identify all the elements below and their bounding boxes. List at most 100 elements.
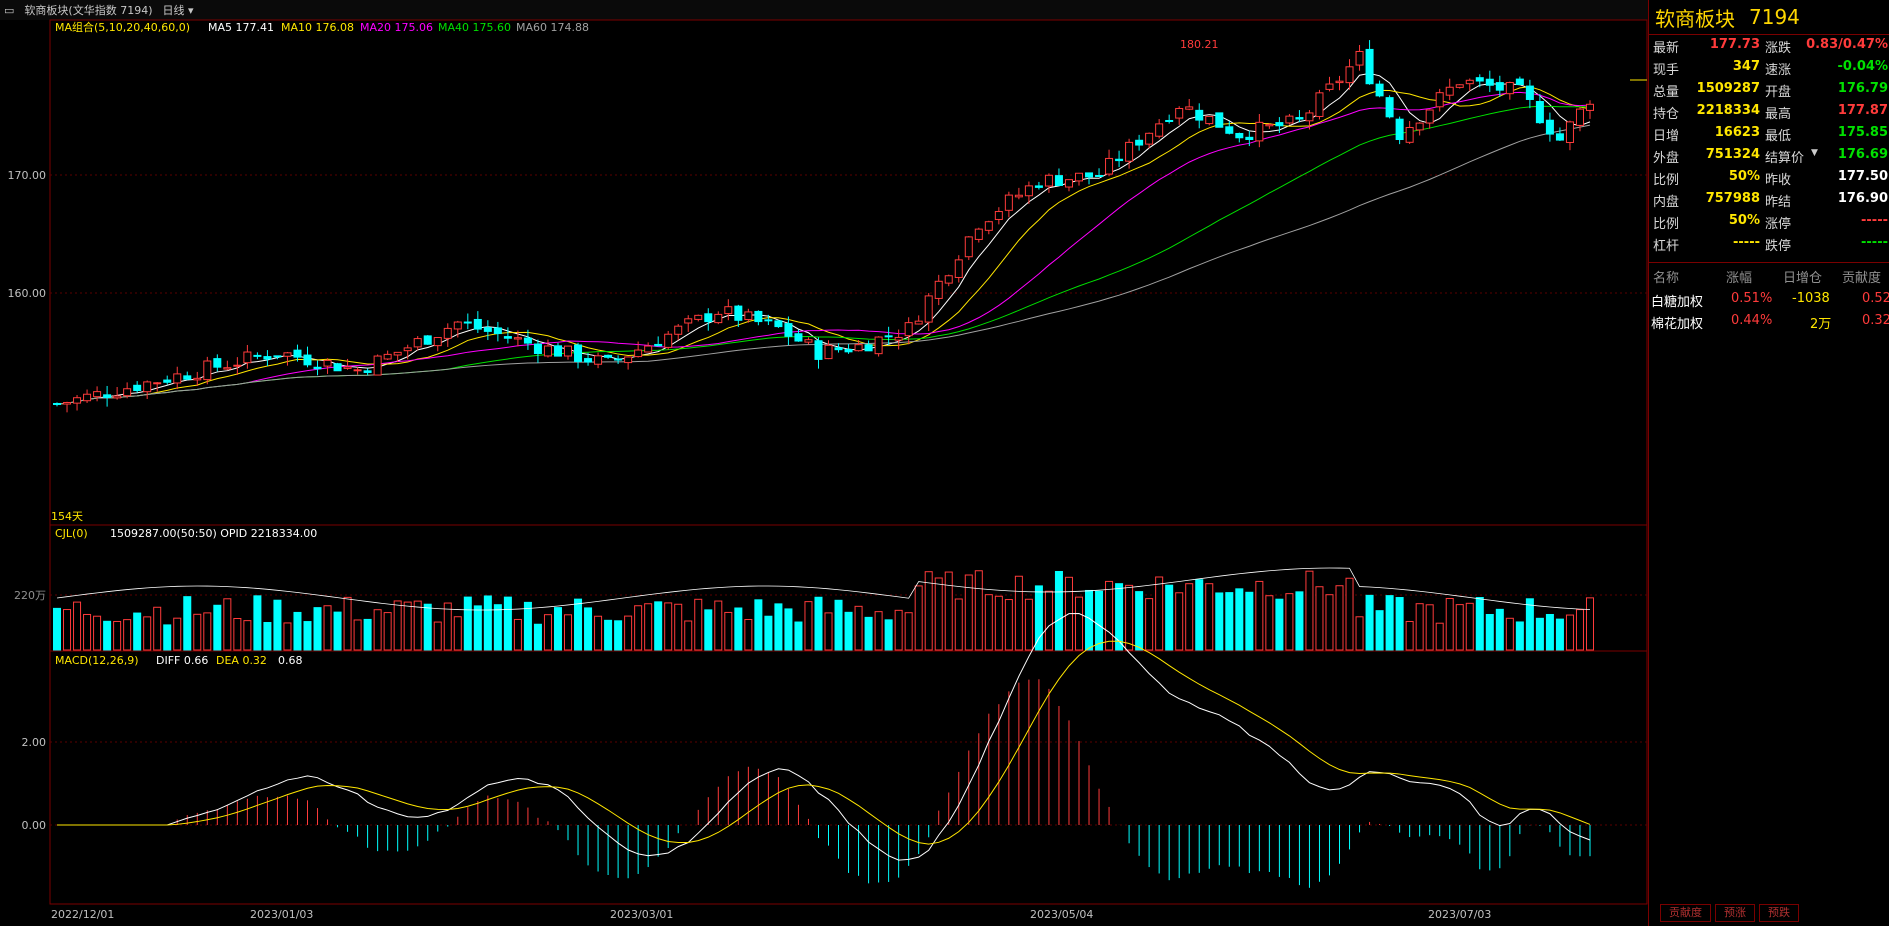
quote-row: 杠杆 ----- 跌停 ----- (1649, 232, 1889, 254)
candle (1535, 93, 1544, 124)
volume-bar (614, 620, 623, 651)
contrib-row[interactable]: 棉花加权 0.44% 2万 0.32 (1649, 309, 1889, 332)
quote-label[interactable]: 结算价 (1765, 151, 1805, 166)
volume-bar (313, 607, 322, 651)
settle-dropdown-icon[interactable]: ▼ (1811, 148, 1818, 158)
volume-bar (93, 615, 102, 651)
contrib-name: 棉花加权 (1651, 317, 1704, 332)
volume-bar (714, 600, 723, 651)
open-interest-line (56, 567, 1591, 611)
candle-body (994, 211, 1003, 220)
volume-bar (1575, 609, 1584, 651)
volume-bars (53, 567, 1594, 651)
volume-bar (1495, 608, 1504, 651)
candle-body (1205, 115, 1214, 125)
candle (153, 382, 162, 392)
candle (1415, 122, 1424, 136)
candle-body (233, 364, 242, 367)
quote-label: 最低 (1765, 129, 1792, 144)
quote-value: ----- (1861, 235, 1888, 250)
candle (413, 336, 422, 351)
volume-bar (1044, 590, 1053, 651)
candle (113, 387, 122, 400)
candle (1105, 149, 1114, 177)
volume-bar (1054, 570, 1063, 651)
candle (634, 341, 643, 358)
volume-bar (874, 611, 883, 651)
candle-body (533, 343, 542, 355)
candle (1135, 134, 1144, 151)
volume-bar (153, 606, 162, 651)
contrib-col-chg[interactable]: 涨幅 (1726, 271, 1753, 286)
candle-body (804, 339, 813, 343)
contrib-col-contrib[interactable]: 贡献度 (1842, 271, 1882, 286)
volume-bar (1515, 621, 1524, 651)
quote-panel: 软商板块 7194 最新 177.73 涨跌 0.83/0.47% 现手 347 速涨 -0.… (1648, 0, 1889, 926)
macd-dea: DEA 0.32 (216, 654, 267, 667)
tab-pre-fall[interactable]: 预跌 (1759, 904, 1799, 922)
candle (383, 350, 392, 361)
kline-chart[interactable]: 170.00 160.00 220万 2.00 0.00 MA组合(5,10,2… (0, 0, 1648, 926)
candle-body (1365, 48, 1374, 85)
candle (523, 329, 532, 350)
candle (964, 236, 973, 261)
volume-bar (1235, 588, 1244, 651)
period-selector[interactable]: 日线 ▾ (162, 2, 193, 18)
volume-bar (533, 623, 542, 651)
volume-bar (1385, 595, 1394, 651)
candle-body (1505, 82, 1514, 95)
candle-body (283, 352, 292, 357)
contrib-value: 0.32 (1862, 313, 1889, 328)
quote-value: 16623 (1714, 125, 1760, 140)
candle (1475, 74, 1484, 88)
candle (624, 356, 633, 370)
candle-body (403, 347, 412, 352)
candle-body (333, 363, 342, 372)
volume-bar (984, 594, 993, 651)
candle-body (453, 321, 462, 330)
volume-bar (373, 609, 382, 651)
volume-bar (323, 605, 332, 651)
candle-body (794, 333, 803, 342)
macd-value: 0.68 (278, 654, 303, 667)
candle-body (744, 311, 753, 321)
candle-body (894, 336, 903, 341)
candle-body (954, 259, 963, 278)
ma40-line (56, 105, 1590, 405)
contrib-chg: 0.51% (1731, 291, 1773, 306)
candle-body (944, 275, 953, 284)
candle (1275, 117, 1284, 134)
tab-pre-rise[interactable]: 预涨 (1715, 904, 1755, 922)
contrib-row[interactable]: 白糖加权 0.51% -1038 0.52 (1649, 287, 1889, 310)
candle (193, 371, 202, 386)
quote-label: 开盘 (1765, 85, 1792, 100)
chart-menu-icon[interactable]: ▭ (4, 3, 15, 17)
contrib-col-inc[interactable]: 日增仓 (1783, 271, 1823, 286)
macd-name: MACD(12,26,9) (55, 654, 139, 667)
contrib-col-name[interactable]: 名称 (1653, 271, 1680, 286)
window-title: 软商板块(文华指数 7194) (24, 4, 153, 17)
candle-body (714, 313, 723, 324)
quote-value: 1509287 (1696, 81, 1760, 96)
quote-value: 50% (1728, 169, 1760, 184)
quote-value: 177.50 (1837, 169, 1888, 184)
candle (213, 354, 222, 372)
candle-body (664, 333, 673, 348)
tab-contribution[interactable]: 贡献度 (1660, 904, 1711, 922)
candle-body (53, 402, 62, 405)
ma10-label: MA10 176.08 (281, 21, 354, 34)
volume-bar (553, 607, 562, 651)
candle-body (1185, 106, 1194, 110)
candle (1245, 130, 1254, 147)
candle (614, 355, 623, 365)
candle (183, 371, 192, 381)
volume-bar (223, 598, 232, 651)
candle-body (1014, 194, 1023, 198)
candle (674, 323, 683, 341)
candle (453, 320, 462, 338)
candle (483, 320, 492, 341)
candle-body (153, 382, 162, 385)
candle (313, 360, 322, 376)
candle (103, 385, 112, 407)
volume-bar (1185, 583, 1194, 651)
